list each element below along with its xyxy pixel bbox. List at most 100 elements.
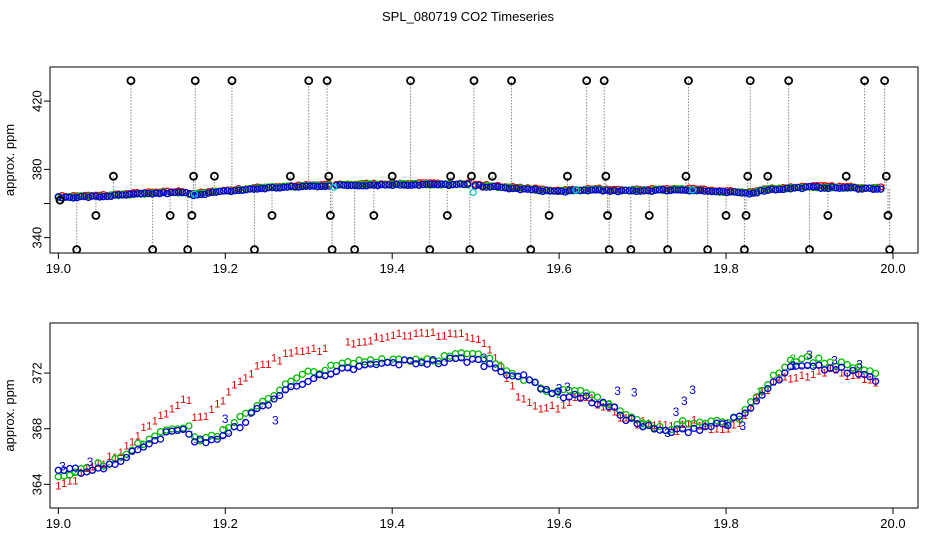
outlier-point <box>784 76 794 86</box>
baseline-point <box>497 183 506 191</box>
series-1-point: 1 <box>776 373 782 385</box>
baseline-point <box>317 182 325 191</box>
baseline-point <box>858 185 866 193</box>
baseline-point <box>749 189 757 197</box>
series-3-point <box>145 440 153 448</box>
baseline-point <box>535 187 543 195</box>
outlier-point <box>91 211 101 220</box>
series-3-point <box>554 388 562 396</box>
baseline-point <box>618 187 626 195</box>
series-3-point <box>582 392 590 400</box>
series-3-point <box>644 421 653 430</box>
baseline-point <box>610 186 618 195</box>
y-tick-label: 364 <box>29 474 44 496</box>
series-line <box>58 358 877 474</box>
outlier-point <box>507 76 516 86</box>
baseline-point <box>561 188 570 196</box>
series-3-point <box>440 358 448 367</box>
series-3-point <box>758 391 766 399</box>
baseline-point <box>69 194 78 202</box>
cyan-point <box>469 188 477 197</box>
series-3-point <box>486 360 494 368</box>
baseline-point <box>234 186 243 195</box>
series-1-point: 1 <box>106 451 112 463</box>
series-2-point <box>54 473 62 481</box>
outlier-point <box>467 171 476 181</box>
series-3-label: 3 <box>689 383 696 397</box>
x-tick-label: 20.0 <box>880 516 905 531</box>
x-tick-label: 19.8 <box>713 261 738 276</box>
x-axis: 19.0 19.2 19.4 19.6 19.8 20.0 <box>46 253 906 276</box>
baseline-point <box>550 187 558 195</box>
series-3-point <box>463 358 471 366</box>
series-1-point: 1 <box>861 374 867 386</box>
series-3-point <box>752 397 761 405</box>
baseline-point <box>193 191 201 199</box>
baseline-point <box>242 186 250 194</box>
series-3-point <box>190 438 199 446</box>
series-1-point: 1 <box>487 345 493 357</box>
baseline-point <box>670 186 678 194</box>
baseline-point <box>757 187 765 195</box>
series-1-point: 1 <box>214 398 220 410</box>
series-3-label: 3 <box>789 359 796 373</box>
cyan-point <box>572 186 580 194</box>
baseline-point <box>711 187 720 196</box>
baseline-point <box>148 190 156 198</box>
series-1-point: 1 <box>447 328 453 340</box>
baseline-point <box>554 187 562 195</box>
series-1-point: 1 <box>174 400 180 412</box>
baseline-point <box>576 186 585 195</box>
series-1-point: 1 <box>254 360 260 372</box>
series-2-point <box>678 417 687 425</box>
baseline-point <box>865 184 874 192</box>
outlier-point <box>487 171 497 181</box>
series-3-point <box>241 418 250 427</box>
series-3-label: 3 <box>831 354 838 368</box>
series-1-point: 1 <box>299 346 305 358</box>
baseline-point <box>595 186 603 194</box>
baseline-point <box>753 189 761 197</box>
baseline-point <box>276 184 284 192</box>
baseline-point <box>764 186 772 194</box>
outlier-point <box>741 211 751 220</box>
series-2-point <box>656 422 664 431</box>
series-3-point <box>423 360 431 368</box>
series-1-point: 1 <box>873 377 879 389</box>
series-1-point: 1 <box>697 420 703 432</box>
series-1: 1 1 1 11 1 1 1 11 1 11 1 11 1 1 1 1 1 1 1 11 1 11 1 111 1 1 11 1 11 1… <box>55 327 878 493</box>
baseline-point <box>434 181 442 189</box>
outlier-point <box>465 245 475 253</box>
outlier-point <box>743 171 753 181</box>
baseline-point <box>862 184 870 192</box>
baseline-point <box>73 194 81 202</box>
baseline-point <box>107 192 115 201</box>
baseline-point <box>306 182 314 190</box>
series-1-point: 1 <box>180 394 186 406</box>
baseline-point <box>824 184 832 193</box>
baseline-point <box>265 184 273 192</box>
series-1-point: 1 <box>867 375 873 387</box>
series-1-point: 1 <box>606 402 612 414</box>
baseline-point <box>490 182 498 191</box>
series-1-point: 1 <box>101 459 107 471</box>
series-3-point <box>117 457 125 466</box>
cyan-point <box>190 190 199 198</box>
outlier-point <box>603 211 612 220</box>
baseline-point <box>377 181 385 189</box>
outlier-point <box>350 245 360 253</box>
series-3-point <box>276 391 284 400</box>
baseline-point <box>603 186 611 195</box>
series-3-point <box>298 380 307 389</box>
baseline-point <box>280 183 288 191</box>
x-tick-label: 19.2 <box>213 516 238 531</box>
series-3-point <box>224 429 233 437</box>
baseline-point <box>805 182 814 191</box>
baseline-point <box>479 183 487 191</box>
outlier-point <box>327 245 337 253</box>
series-2-point <box>673 420 681 429</box>
baseline-point <box>343 181 352 190</box>
series-1-point: 1 <box>765 385 771 397</box>
series-1-point: 1 <box>549 400 555 412</box>
